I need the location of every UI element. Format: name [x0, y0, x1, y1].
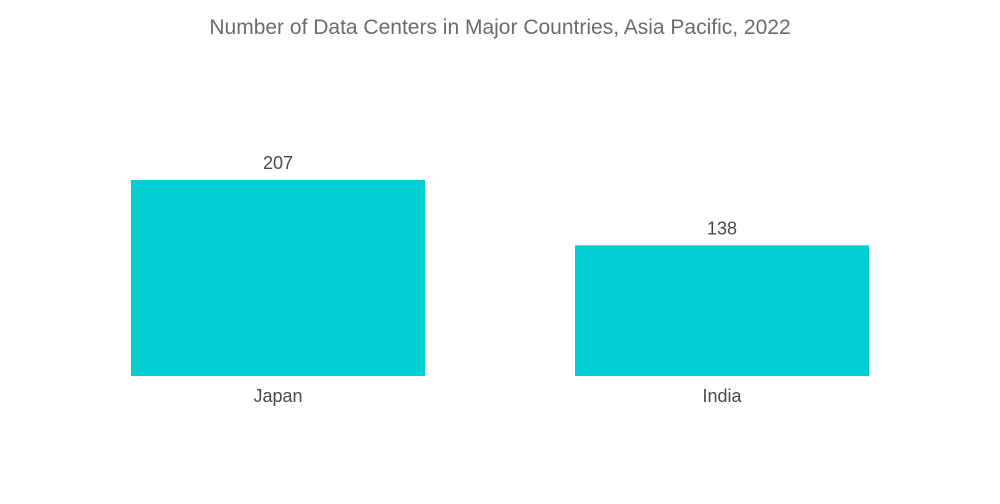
- chart-title: Number of Data Centers in Major Countrie…: [209, 16, 791, 39]
- data-label-japan: 207: [263, 153, 293, 173]
- bar-india: [575, 245, 869, 376]
- labels-layer: 207 Japan 138 India: [253, 153, 742, 406]
- category-label-india: India: [702, 386, 742, 406]
- data-label-india: 138: [707, 218, 737, 238]
- bar-japan: [131, 180, 425, 376]
- bars-layer: [131, 180, 869, 376]
- category-label-japan: Japan: [253, 386, 302, 406]
